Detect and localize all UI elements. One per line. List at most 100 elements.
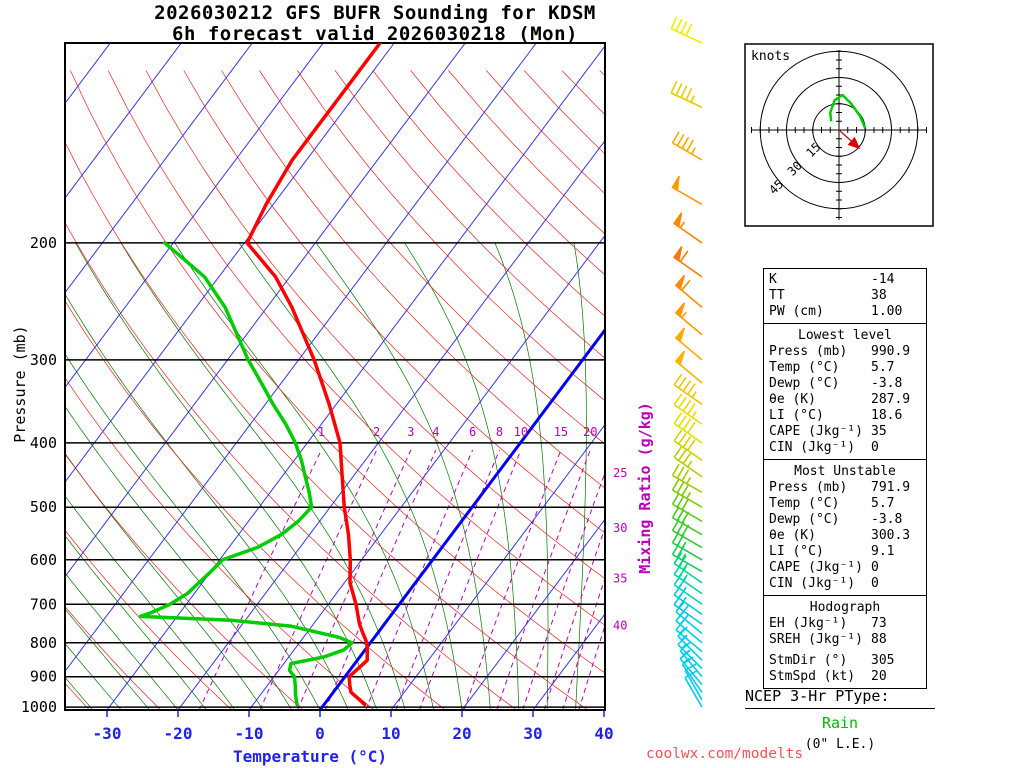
mixing-ratio-line [463, 449, 562, 710]
dry-adiabat-line [297, 70, 605, 402]
index-value: 0 [871, 440, 879, 455]
index-value: -3.8 [871, 376, 903, 391]
index-value: 9.1 [871, 544, 895, 559]
temperature-axis-label: Temperature (°C) [232, 747, 388, 766]
moist-adiabat-line [404, 242, 520, 710]
wind-barb [671, 478, 703, 508]
mixing-ratio-value-label: 6 [469, 425, 476, 439]
mixing-ratio-line [365, 449, 474, 710]
dry-adiabat-line [183, 70, 605, 534]
mixing-ratio-line [324, 449, 437, 710]
wind-barb [673, 429, 703, 461]
index-row: StmSpd (kt) 20 [764, 669, 926, 685]
pressure-tick-label: 700 [30, 595, 57, 613]
index-row: Temp (°C) 5.7 [764, 496, 926, 512]
wind-barb [674, 327, 703, 361]
wind-barb [673, 212, 703, 244]
isotherm-line [65, 43, 253, 294]
index-label: θe (K) [769, 528, 816, 543]
index-value: 791.9 [871, 480, 911, 495]
mixing-ratio-line [259, 449, 378, 710]
wind-barb [673, 373, 703, 405]
skewt-grid [0, 43, 605, 710]
wind-barb [673, 412, 703, 444]
temperature-tick-label: -30 [93, 724, 122, 743]
dry-adiabat-line [65, 221, 517, 710]
mixing-ratio-line [198, 449, 322, 710]
index-value: 20 [871, 669, 887, 684]
index-label: SREH (Jkg⁻¹) [769, 632, 863, 647]
dewpoint-curve [138, 241, 354, 707]
ptype-note: (0" L.E.) [804, 737, 876, 752]
index-label: CAPE (Jkg⁻¹) [769, 560, 863, 575]
lowest-level-header: Lowest level [798, 328, 892, 343]
temperature-tick-label: 20 [452, 724, 471, 743]
moist-adiabat-line [65, 572, 179, 710]
index-row: LI (°C) 18.6 [764, 408, 926, 424]
moist-adiabat-line [120, 242, 406, 710]
index-value: 35 [871, 424, 887, 439]
moist-adiabat-line [65, 495, 236, 710]
index-label: CAPE (Jkg⁻¹) [769, 424, 863, 439]
moist-adiabat-line [65, 608, 150, 710]
moist-adiabat-line [0, 243, 8, 710]
isotherm-line [106, 45, 605, 710]
isotherm-line [65, 43, 182, 199]
dry-adiabat-line [334, 70, 605, 359]
watermark-link[interactable]: coolwx.com/modelts [646, 746, 804, 762]
dry-adiabat-line [65, 605, 161, 710]
index-label: Temp (°C) [769, 360, 840, 375]
temperature-tick-label: 30 [523, 724, 542, 743]
dry-adiabat-line [65, 529, 233, 710]
mixing-ratio-line [496, 449, 591, 710]
mixing-ratio-value-label: 35 [613, 571, 627, 585]
index-label: PW (cm) [769, 304, 824, 319]
index-value: 305 [871, 653, 895, 668]
temperature-tick-label: -20 [164, 724, 193, 743]
wind-barb [671, 518, 703, 549]
index-label: Dewp (°C) [769, 376, 840, 391]
wind-barb [671, 506, 703, 536]
mixing-ratio-value-label: 1 [318, 425, 325, 439]
storm-motion-marker [847, 136, 861, 150]
dry-adiabat-line [70, 70, 605, 674]
hodograph-units-label: knots [751, 49, 791, 64]
pressure-tick-label: 600 [30, 551, 57, 569]
wind-barb [684, 663, 703, 701]
dry-adiabat-line [145, 70, 605, 580]
mixing-ratio-value-label: 25 [613, 466, 627, 480]
wind-barb [674, 350, 703, 384]
dry-adiabat-line [107, 70, 605, 626]
pressure-axis-label: Pressure (mb) [11, 325, 29, 443]
plot-border [64, 42, 606, 711]
index-value: 0 [871, 576, 879, 591]
mixing-ratio-line [578, 624, 605, 710]
index-label: StmDir (°) [769, 653, 848, 668]
mixing-ratio-value-label: 20 [583, 425, 597, 439]
mixing-ratio-line [522, 471, 605, 710]
mixing-ratio-axis-label: Mixing Ratio (g/kg) [636, 402, 654, 574]
mixing-ratio-value-label: 40 [613, 619, 627, 633]
index-row: CAPE (Jkg⁻¹) 35 [764, 424, 926, 440]
indices-summary-rows: K -14 TT 38 PW (cm) 1.00 [764, 272, 926, 320]
index-value: 0 [871, 560, 879, 575]
divider [764, 595, 926, 596]
mixing-ratio-line [395, 449, 500, 710]
lowest-level-rows: Press (mb) 990.9 Temp (°C) 5.7 Dewp (°C) -3.8… [764, 344, 926, 456]
index-row: CIN (Jkg⁻¹) 0 [764, 440, 926, 456]
index-label: TT [769, 288, 785, 303]
mixing-ratio-value-label: 4 [432, 425, 439, 439]
ptype-title: NCEP 3-Hr PType: [745, 687, 935, 709]
wind-barb [671, 175, 703, 206]
index-row: Dewp (°C) -3.8 [764, 512, 926, 528]
isotherm-line [65, 43, 537, 673]
index-value: -3.8 [871, 512, 903, 527]
wind-barb [674, 302, 703, 336]
index-row: LI (°C) 9.1 [764, 544, 926, 560]
mixing-ratio-value-label: 10 [514, 425, 528, 439]
isotherm-line [390, 423, 605, 710]
hodograph-section-rows: EH (Jkg⁻¹) 73 SREH (Jkg⁻¹) 88 StmDir (°) 305 S… [764, 616, 926, 685]
wind-barb [674, 274, 703, 308]
